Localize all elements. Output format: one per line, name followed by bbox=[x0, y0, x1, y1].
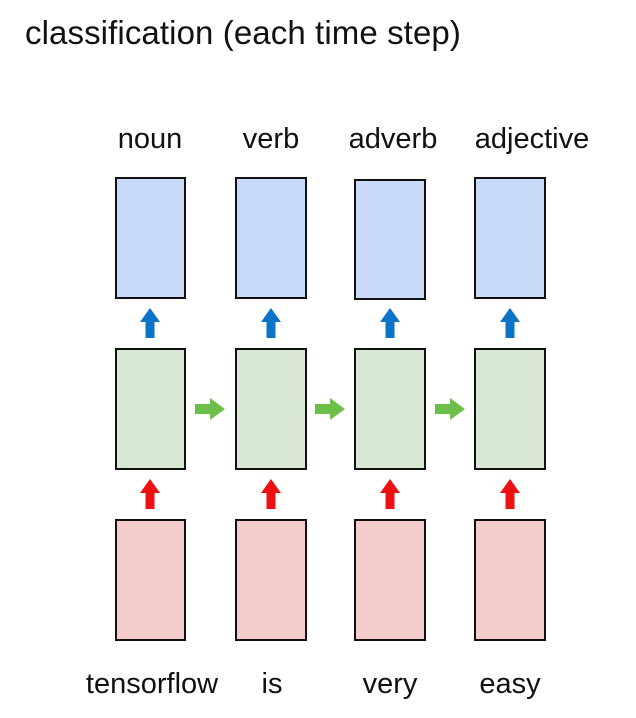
input-box-1 bbox=[235, 519, 307, 641]
hidden-box-2 bbox=[354, 348, 426, 470]
output-box-1 bbox=[235, 177, 307, 299]
input-box-3 bbox=[474, 519, 546, 641]
output-box-2 bbox=[354, 179, 426, 300]
output-box-3 bbox=[474, 177, 546, 299]
output-label-1: verb bbox=[243, 123, 299, 155]
input-label-2: very bbox=[363, 668, 418, 700]
input-label-1: is bbox=[262, 668, 283, 700]
output-label-3: adjective bbox=[475, 123, 589, 155]
arrow-up-icon bbox=[261, 308, 281, 338]
input-label-3: easy bbox=[479, 668, 541, 700]
arrow-up-icon bbox=[500, 308, 520, 338]
arrow-up-icon bbox=[380, 308, 400, 338]
input-box-2 bbox=[354, 519, 426, 641]
arrow-up-icon bbox=[500, 479, 520, 509]
output-box-0 bbox=[115, 177, 186, 299]
hidden-box-1 bbox=[235, 348, 307, 470]
arrow-right-icon bbox=[195, 398, 225, 420]
diagram-title: classification (each time step) bbox=[25, 14, 461, 51]
arrow-up-icon bbox=[380, 479, 400, 509]
arrow-right-icon bbox=[315, 398, 345, 420]
arrow-right-icon bbox=[435, 398, 465, 420]
arrow-up-icon bbox=[140, 479, 160, 509]
hidden-box-0 bbox=[115, 348, 186, 470]
arrow-up-icon bbox=[261, 479, 281, 509]
output-label-0: noun bbox=[118, 123, 183, 155]
hidden-box-3 bbox=[474, 348, 546, 470]
input-box-0 bbox=[115, 519, 186, 641]
output-label-2: adverb bbox=[349, 123, 438, 155]
input-label-0: tensorflow bbox=[86, 668, 219, 700]
arrow-up-icon bbox=[140, 308, 160, 338]
